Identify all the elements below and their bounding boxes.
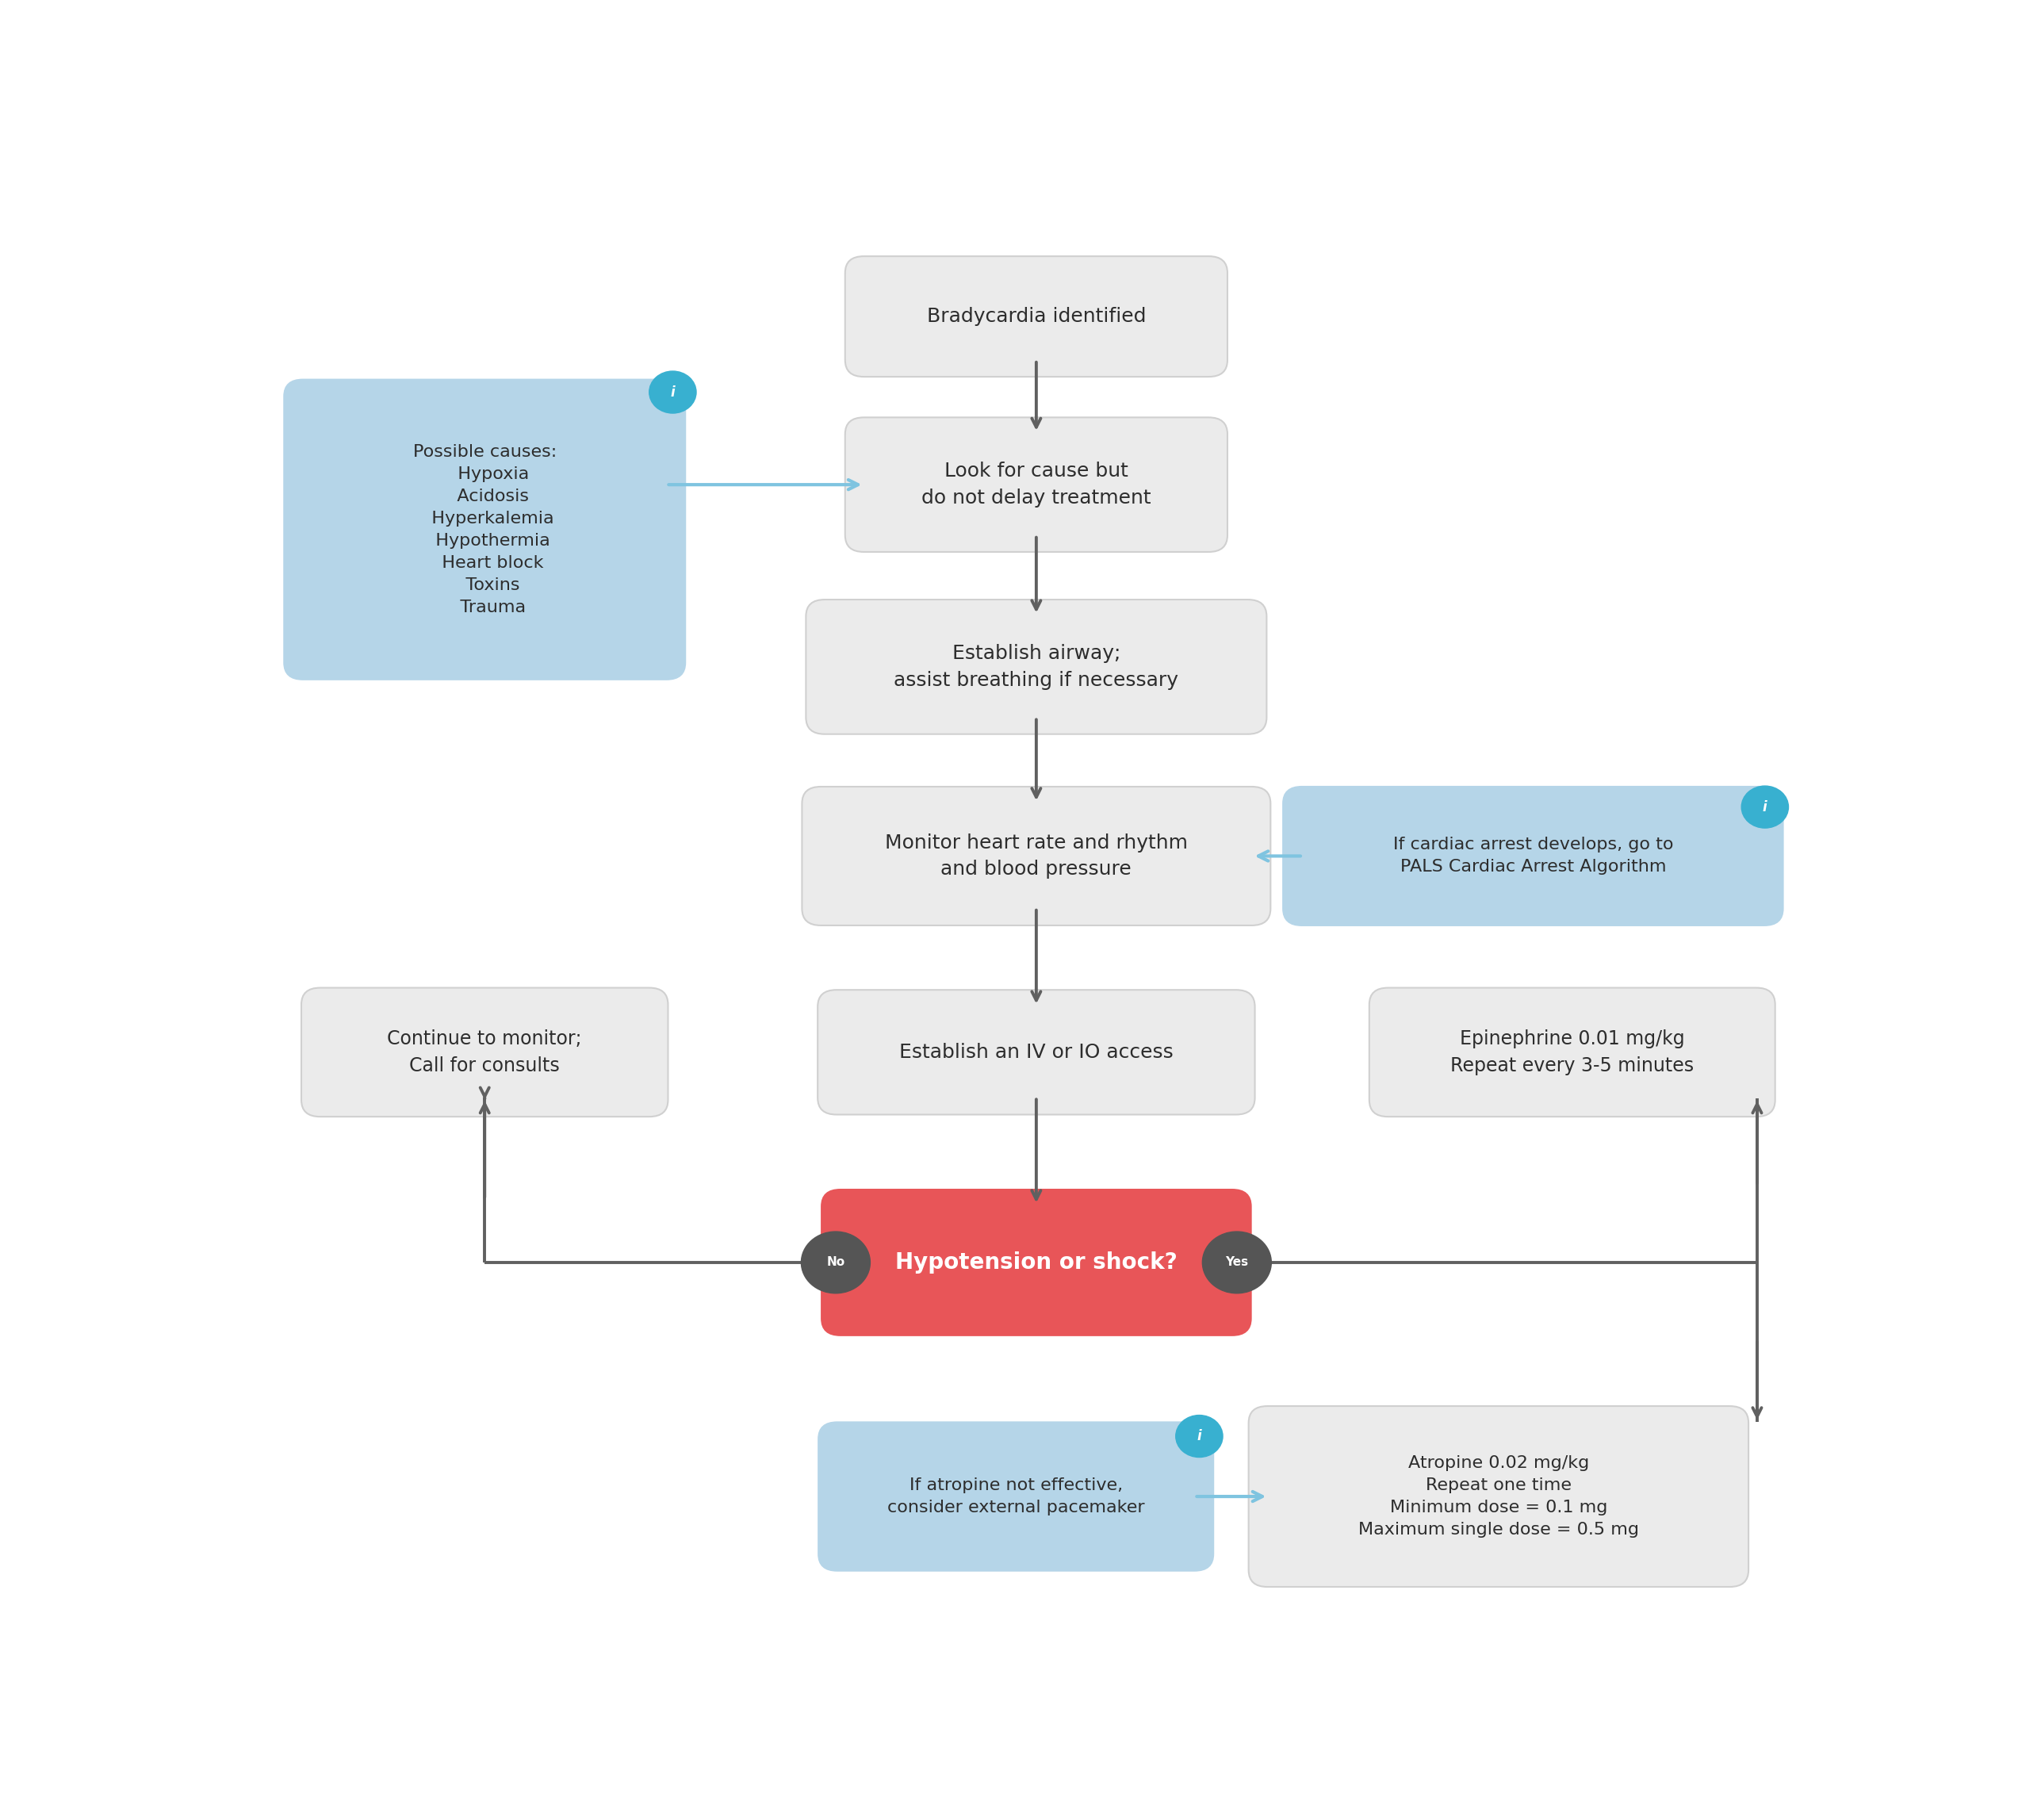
Text: Monitor heart rate and rhythm
and blood pressure: Monitor heart rate and rhythm and blood … xyxy=(886,834,1187,879)
FancyBboxPatch shape xyxy=(807,599,1266,733)
Circle shape xyxy=(801,1232,869,1294)
FancyBboxPatch shape xyxy=(301,988,667,1117)
FancyBboxPatch shape xyxy=(819,1421,1213,1571)
Circle shape xyxy=(1203,1232,1272,1294)
Text: i: i xyxy=(1763,799,1767,814)
Text: Hypotension or shock?: Hypotension or shock? xyxy=(896,1252,1177,1274)
FancyBboxPatch shape xyxy=(845,257,1227,377)
FancyBboxPatch shape xyxy=(1250,1407,1749,1587)
Text: i: i xyxy=(671,386,675,399)
FancyBboxPatch shape xyxy=(1284,786,1783,925)
Circle shape xyxy=(649,371,696,413)
Text: If atropine not effective,
consider external pacemaker: If atropine not effective, consider exte… xyxy=(888,1478,1144,1516)
Text: Yes: Yes xyxy=(1225,1256,1248,1269)
Text: No: No xyxy=(827,1256,845,1269)
Text: Bradycardia identified: Bradycardia identified xyxy=(926,308,1146,326)
Text: Continue to monitor;
Call for consults: Continue to monitor; Call for consults xyxy=(388,1030,582,1076)
Text: Epinephrine 0.01 mg/kg
Repeat every 3-5 minutes: Epinephrine 0.01 mg/kg Repeat every 3-5 … xyxy=(1450,1030,1694,1076)
Text: Establish airway;
assist breathing if necessary: Establish airway; assist breathing if ne… xyxy=(894,644,1179,690)
FancyBboxPatch shape xyxy=(821,1190,1252,1336)
Text: Look for cause but
do not delay treatment: Look for cause but do not delay treatmen… xyxy=(922,462,1151,508)
Text: Establish an IV or IO access: Establish an IV or IO access xyxy=(900,1043,1173,1061)
Text: If cardiac arrest develops, go to
PALS Cardiac Arrest Algorithm: If cardiac arrest develops, go to PALS C… xyxy=(1393,837,1672,875)
FancyBboxPatch shape xyxy=(803,786,1270,925)
Text: Atropine 0.02 mg/kg
Repeat one time
Minimum dose = 0.1 mg
Maximum single dose = : Atropine 0.02 mg/kg Repeat one time Mini… xyxy=(1359,1456,1640,1538)
FancyBboxPatch shape xyxy=(817,990,1256,1114)
Circle shape xyxy=(1175,1416,1223,1458)
Text: i: i xyxy=(1197,1429,1201,1443)
Text: Possible causes:
   Hypoxia
   Acidosis
   Hyperkalemia
   Hypothermia
   Heart : Possible causes: Hypoxia Acidosis Hyperk… xyxy=(412,444,556,615)
Circle shape xyxy=(1741,786,1789,828)
FancyBboxPatch shape xyxy=(283,380,685,679)
FancyBboxPatch shape xyxy=(845,417,1227,551)
FancyBboxPatch shape xyxy=(1369,988,1775,1117)
